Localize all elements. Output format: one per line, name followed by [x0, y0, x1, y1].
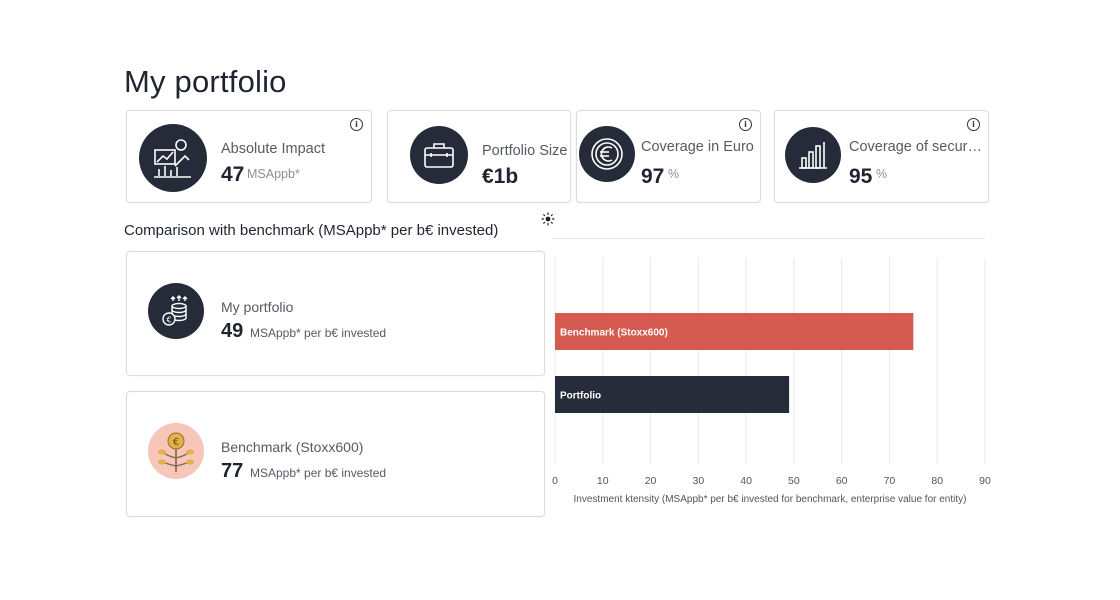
kpi-unit: MSAppb*	[247, 167, 300, 181]
x-tick-label: 20	[645, 475, 657, 487]
benchmark-bar-chart: Benchmark (Stoxx600) Portfolio 0 10 20 30 40 50…	[552, 258, 991, 505]
coin-stack-icon: €	[148, 283, 204, 339]
section-title: Comparison with benchmark (MSAppb* per b…	[124, 222, 499, 239]
kpi-card-coverage-securities: Coverage of securi… 95 % i	[774, 110, 989, 203]
x-tick-label: 40	[740, 475, 752, 487]
kpi-value: 95	[849, 165, 873, 188]
x-tick-label: 0	[552, 475, 558, 487]
comparison-value: 49	[221, 320, 244, 342]
kpi-label: Coverage of securi…	[849, 139, 985, 155]
x-tick-label: 50	[788, 475, 800, 487]
kpi-card-absolute-impact: Absolute Impact 47 MSAppb* i	[126, 110, 372, 203]
kpi-value: €1b	[482, 165, 519, 188]
comparison-value: 77	[221, 460, 244, 482]
kpi-value: 97	[641, 165, 665, 188]
x-tick-label: 90	[979, 475, 991, 487]
info-icon[interactable]: i	[739, 118, 752, 131]
x-tick-label: 60	[836, 475, 848, 487]
kpi-label: Portfolio Size	[482, 143, 568, 159]
bar-label: Benchmark (Stoxx600)	[560, 328, 668, 339]
svg-text:€: €	[166, 316, 171, 325]
x-tick-label: 30	[692, 475, 704, 487]
comparison-label: Benchmark (Stoxx600)	[221, 439, 364, 455]
comparison-unit: MSAppb* per b€ invested	[250, 326, 387, 340]
comparison-card-benchmark: € Benchmark (Stoxx600) 77 MSAppb* per b€…	[126, 391, 545, 517]
bar-label: Portfolio	[560, 391, 601, 402]
info-icon[interactable]: i	[967, 118, 980, 131]
kpi-label: Coverage in Euro	[641, 139, 754, 155]
bar-chart-icon	[785, 127, 841, 183]
kpi-card-portfolio-size: Portfolio Size €1b	[387, 110, 571, 203]
comparison-unit: MSAppb* per b€ invested	[250, 466, 387, 480]
growth-chart-icon	[139, 124, 207, 192]
kpi-value: 47	[221, 163, 245, 186]
kpi-unit: %	[876, 167, 888, 181]
x-tick-label: 70	[884, 475, 896, 487]
bar-1	[555, 376, 790, 413]
euro-coin-icon	[579, 126, 635, 182]
kpi-unit: %	[668, 167, 680, 181]
lightbulb-icon[interactable]	[541, 212, 555, 226]
comparison-card-portfolio: € My portfolio 49 MSAppb* per b€ investe…	[126, 251, 545, 376]
x-axis-label: Investment ktensity (MSAppb* per b€ inve…	[574, 494, 967, 505]
bar-0	[555, 313, 914, 350]
comparison-label: My portfolio	[221, 299, 294, 315]
money-plant-icon: €	[148, 423, 204, 479]
section-divider	[552, 238, 985, 239]
page-title: My portfolio	[124, 64, 287, 99]
kpi-label: Absolute Impact	[221, 141, 325, 157]
svg-text:€: €	[173, 437, 179, 448]
x-tick-label: 80	[931, 475, 943, 487]
kpi-card-coverage-euro: Coverage in Euro 97 % i	[576, 110, 761, 203]
x-tick-label: 10	[597, 475, 609, 487]
briefcase-icon	[410, 126, 468, 184]
info-icon[interactable]: i	[350, 118, 363, 131]
